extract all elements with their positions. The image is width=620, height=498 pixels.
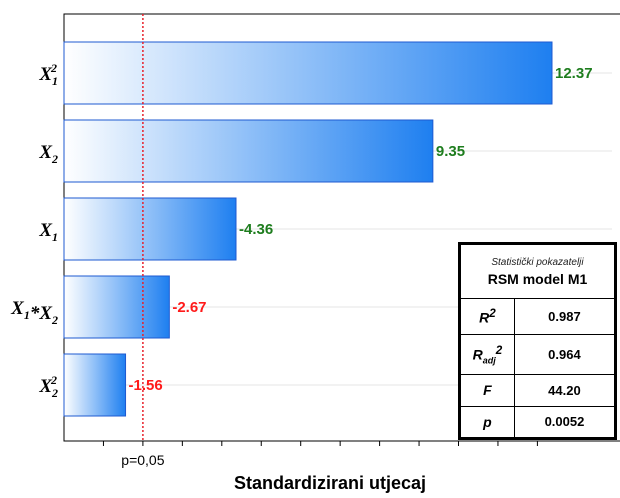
table-row: R2 0.987	[460, 298, 616, 335]
data-label: -1.56	[129, 377, 163, 394]
r2-symbol: R2	[460, 298, 515, 335]
statistics-caption: Statistički pokazatelji	[491, 256, 584, 268]
model-name: RSM model M1	[487, 270, 588, 287]
f-symbol: F	[460, 374, 515, 407]
data-label: -4.36	[239, 221, 273, 238]
bar	[63, 353, 127, 417]
category-label: X2	[38, 142, 58, 166]
data-label: 12.37	[555, 65, 593, 82]
category-label: X1	[38, 220, 58, 244]
bar	[63, 41, 553, 105]
f-value: 44.20	[513, 374, 616, 407]
category-label: X22	[38, 373, 58, 400]
table-row: p 0.0052	[460, 405, 616, 439]
bar	[63, 119, 434, 183]
data-label: -2.67	[172, 299, 206, 316]
x-axis-title: Standardizirani utjecaj	[234, 473, 426, 493]
category-label: X12	[38, 61, 58, 88]
statistics-table: Statistički pokazatelji RSM model M1 R2 …	[458, 242, 617, 440]
table-row: Radj2 0.964	[460, 333, 616, 376]
data-label: 9.35	[436, 143, 465, 160]
r2-adj-symbol: Radj2	[460, 333, 515, 376]
category-label: X1*X2	[10, 298, 58, 327]
bar	[63, 197, 237, 261]
reference-line-label: p=0,05	[121, 452, 164, 468]
p-value: 0.0052	[513, 405, 616, 439]
r2-value: 0.987	[513, 298, 616, 335]
r2-adj-value: 0.964	[513, 333, 616, 376]
table-row: F 44.20	[460, 374, 616, 407]
p-symbol: p	[460, 405, 515, 439]
bar	[63, 275, 170, 339]
